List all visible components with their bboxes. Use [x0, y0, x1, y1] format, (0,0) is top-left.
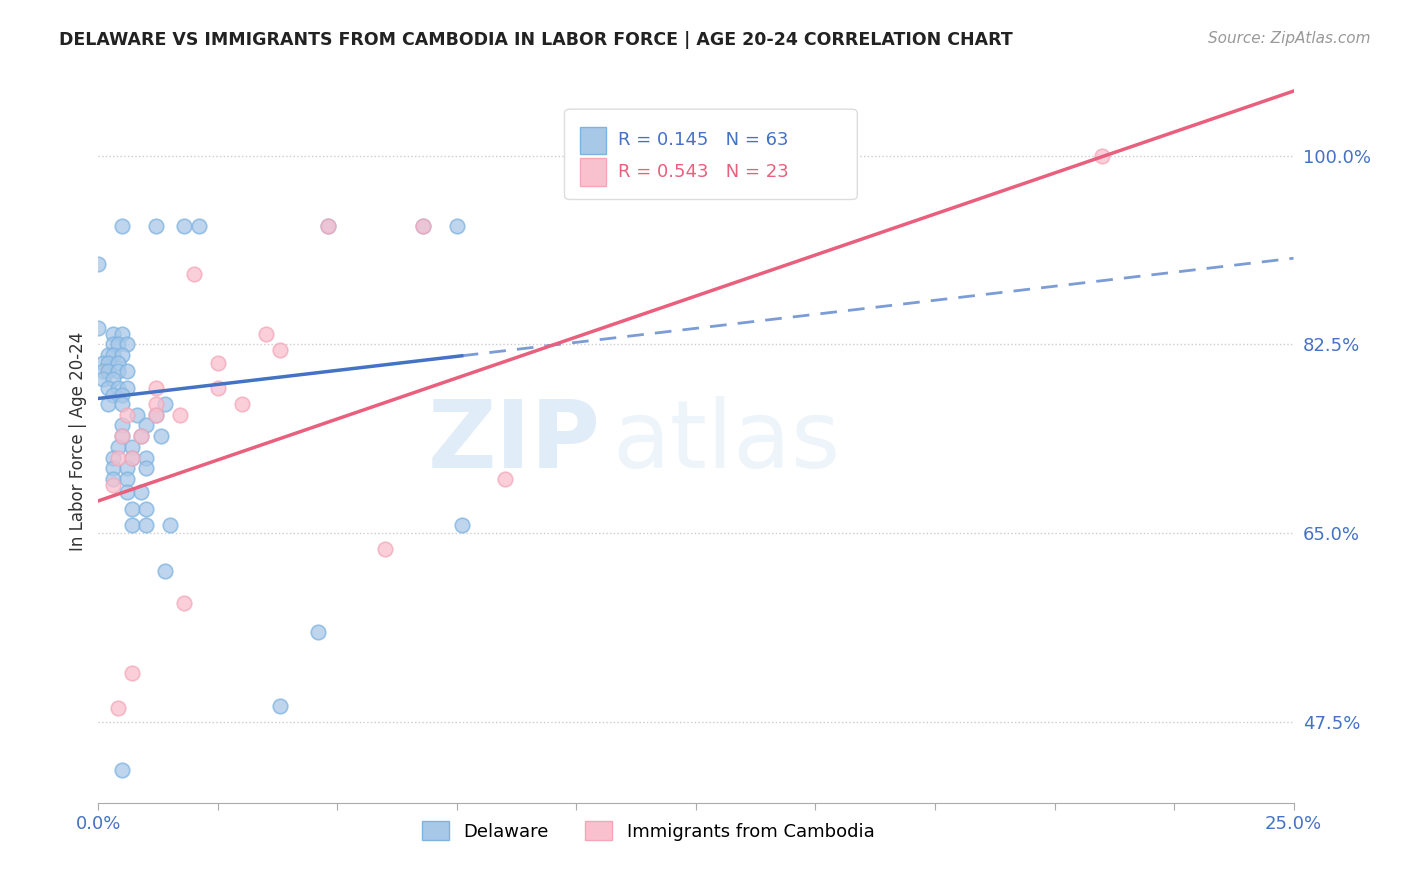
Point — [107, 701, 129, 715]
Point — [107, 450, 129, 465]
Point — [107, 356, 129, 370]
Text: ZIP: ZIP — [427, 395, 600, 488]
Point — [121, 502, 143, 516]
Point — [173, 219, 195, 233]
Point — [111, 429, 134, 443]
Point — [145, 381, 167, 395]
Point — [97, 381, 120, 395]
Text: R = 0.543   N = 23: R = 0.543 N = 23 — [619, 163, 789, 181]
Point — [107, 440, 129, 454]
Point — [131, 429, 153, 443]
Point — [173, 596, 195, 610]
Point — [111, 764, 134, 778]
Point — [207, 356, 229, 370]
Point — [107, 364, 129, 378]
Point — [183, 268, 205, 282]
Point — [187, 219, 209, 233]
Point — [91, 372, 114, 386]
Point — [115, 364, 138, 378]
Point — [1091, 149, 1114, 163]
Point — [97, 397, 120, 411]
Point — [155, 564, 177, 578]
Point — [450, 517, 472, 532]
Point — [111, 348, 134, 362]
Point — [107, 381, 129, 395]
Point — [101, 461, 124, 475]
Point — [149, 429, 172, 443]
Point — [316, 219, 339, 233]
Point — [316, 219, 339, 233]
Point — [446, 219, 468, 233]
Point — [101, 450, 124, 465]
Point — [412, 219, 434, 233]
Point — [135, 502, 157, 516]
Point — [131, 485, 153, 500]
Point — [135, 461, 157, 475]
Point — [111, 429, 134, 443]
FancyBboxPatch shape — [581, 127, 606, 154]
Point — [374, 542, 396, 557]
Point — [231, 397, 253, 411]
Legend: Delaware, Immigrants from Cambodia: Delaware, Immigrants from Cambodia — [415, 814, 882, 848]
Point — [135, 517, 157, 532]
Point — [87, 257, 110, 271]
Point — [101, 477, 124, 491]
Point — [121, 450, 143, 465]
Point — [125, 408, 148, 422]
Point — [97, 348, 120, 362]
Text: DELAWARE VS IMMIGRANTS FROM CAMBODIA IN LABOR FORCE | AGE 20-24 CORRELATION CHAR: DELAWARE VS IMMIGRANTS FROM CAMBODIA IN … — [59, 31, 1012, 49]
Point — [207, 381, 229, 395]
Point — [91, 364, 114, 378]
Point — [159, 517, 181, 532]
Point — [115, 485, 138, 500]
Point — [121, 450, 143, 465]
Point — [111, 219, 134, 233]
Point — [121, 440, 143, 454]
Point — [155, 397, 177, 411]
Point — [115, 461, 138, 475]
Point — [97, 364, 120, 378]
Point — [269, 343, 291, 357]
Point — [97, 356, 120, 370]
Point — [101, 348, 124, 362]
FancyBboxPatch shape — [581, 158, 606, 186]
Y-axis label: In Labor Force | Age 20-24: In Labor Force | Age 20-24 — [69, 332, 87, 551]
Point — [494, 472, 516, 486]
Point — [115, 381, 138, 395]
Text: Source: ZipAtlas.com: Source: ZipAtlas.com — [1208, 31, 1371, 46]
Point — [145, 397, 167, 411]
Point — [145, 219, 167, 233]
Point — [115, 472, 138, 486]
Point — [135, 450, 157, 465]
FancyBboxPatch shape — [565, 109, 858, 200]
Point — [101, 472, 124, 486]
Point — [87, 321, 110, 335]
Point — [111, 326, 134, 341]
Point — [115, 337, 138, 351]
Point — [254, 326, 277, 341]
Point — [101, 388, 124, 402]
Point — [307, 625, 329, 640]
Point — [111, 397, 134, 411]
Point — [101, 326, 124, 341]
Text: R = 0.145   N = 63: R = 0.145 N = 63 — [619, 131, 789, 149]
Point — [111, 388, 134, 402]
Point — [145, 408, 167, 422]
Point — [107, 337, 129, 351]
Point — [121, 517, 143, 532]
Point — [115, 408, 138, 422]
Point — [121, 666, 143, 681]
Point — [269, 698, 291, 713]
Point — [131, 429, 153, 443]
Point — [169, 408, 191, 422]
Point — [412, 219, 434, 233]
Point — [111, 418, 134, 433]
Point — [91, 356, 114, 370]
Point — [135, 418, 157, 433]
Point — [145, 408, 167, 422]
Point — [101, 337, 124, 351]
Point — [101, 372, 124, 386]
Text: atlas: atlas — [613, 395, 841, 488]
